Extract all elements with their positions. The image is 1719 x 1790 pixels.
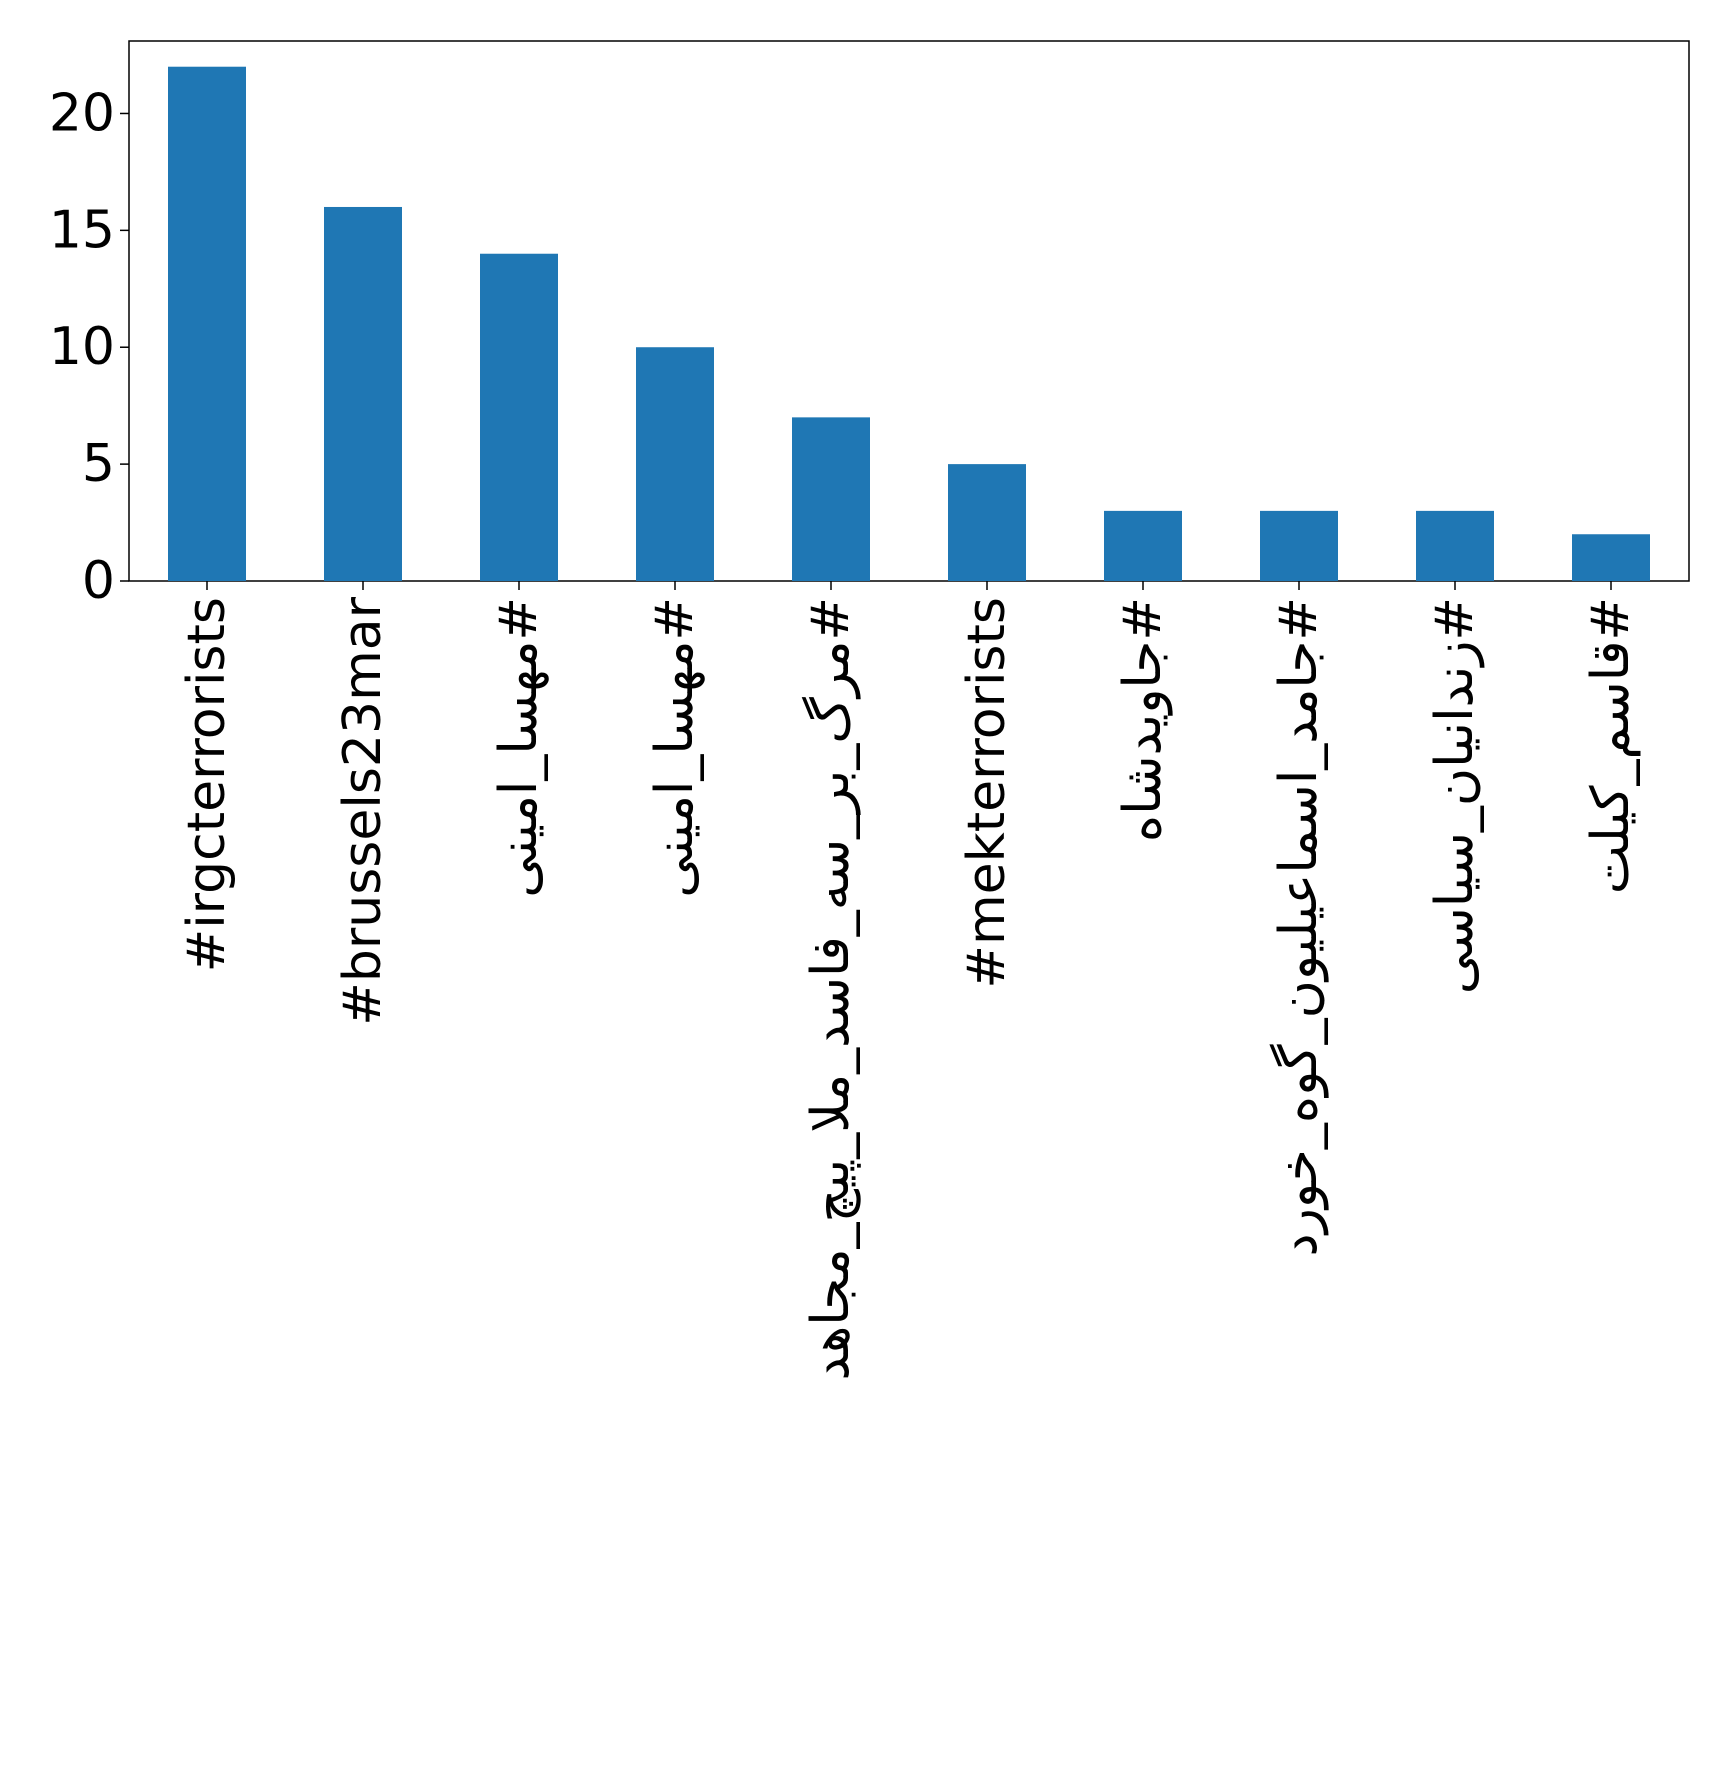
bar-4 bbox=[636, 347, 714, 581]
bar-9 bbox=[1416, 510, 1494, 581]
x-tick-label-3: #مهسا_امینی bbox=[489, 597, 549, 898]
x-tick-label-10: #قاسم_کیلت bbox=[1581, 597, 1641, 894]
y-tick-label-20: 20 bbox=[49, 83, 115, 143]
y-tick-label-10: 10 bbox=[49, 317, 115, 377]
x-tick-label-8: #جامد_اسماعیلیون_گوه_خورد bbox=[1269, 597, 1329, 1256]
x-tick-label-1: #irgcterrorists bbox=[177, 597, 237, 972]
bar-3 bbox=[480, 253, 558, 582]
bar-1 bbox=[168, 66, 246, 581]
bar-2 bbox=[324, 206, 402, 581]
x-tick-label-7: #جاویدشاه bbox=[1113, 597, 1173, 842]
bar-7 bbox=[1104, 510, 1182, 581]
y-tick-label-0: 0 bbox=[82, 551, 115, 611]
bar-6 bbox=[948, 464, 1026, 581]
x-tick-label-2: #brussels23mar bbox=[333, 596, 393, 1025]
y-tick-label-5: 5 bbox=[82, 434, 115, 494]
x-axis-ticks: #irgcterrorists #brussels23mar #مهسا_امینی… bbox=[177, 581, 1641, 1380]
x-tick-label-9: #زندانیان_سیاسی bbox=[1425, 597, 1485, 994]
y-axis-ticks: 0 5 10 15 20 bbox=[49, 83, 129, 611]
y-tick-label-15: 15 bbox=[49, 200, 115, 260]
bar-10 bbox=[1572, 534, 1650, 581]
bar-5 bbox=[792, 417, 870, 581]
bar-8 bbox=[1260, 510, 1338, 581]
x-tick-label-6: #mekterrorists bbox=[957, 597, 1017, 989]
x-tick-label-5: #مرگ_بر_سه_فاسد_ملا_پیچ_مجاهد bbox=[801, 597, 861, 1380]
x-tick-label-4: #مهسا_امینی bbox=[645, 597, 705, 898]
bars-group bbox=[168, 66, 1650, 582]
